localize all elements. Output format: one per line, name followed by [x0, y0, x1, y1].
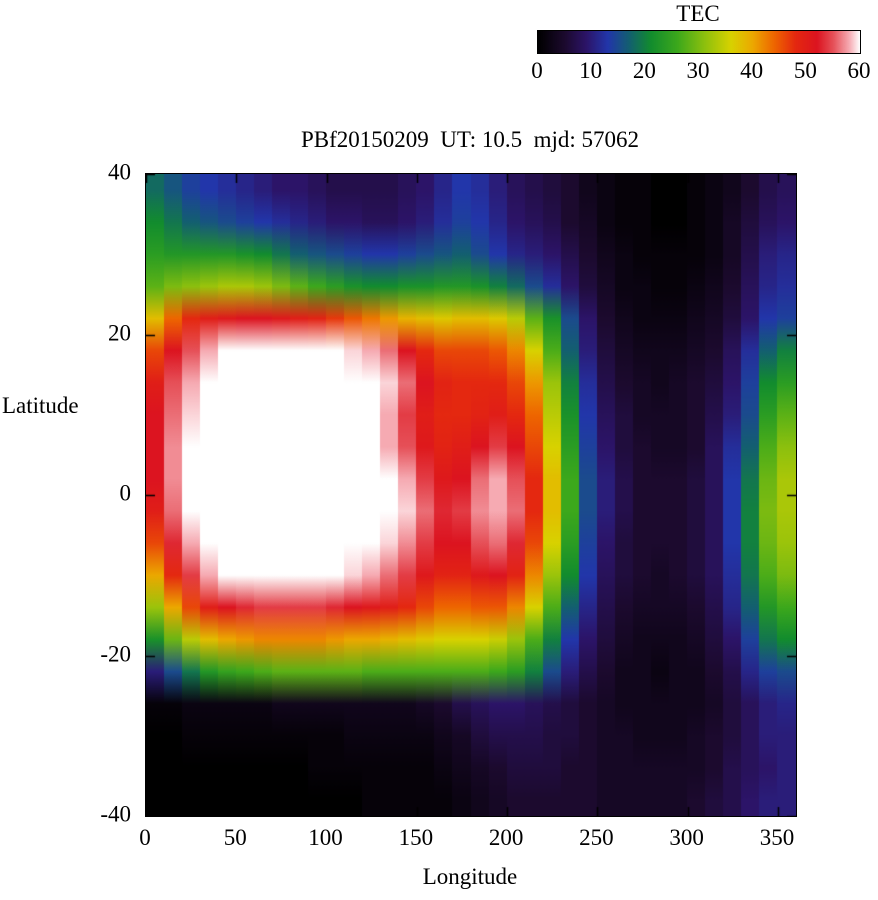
- x-tick-label: 200: [488, 825, 524, 850]
- x-tick-label: 150: [398, 825, 434, 850]
- colorbar-tick-label: 10: [579, 58, 603, 83]
- y-axis-label: Latitude: [2, 393, 79, 418]
- colorbar-tick-label: 40: [740, 58, 764, 83]
- x-axis-label: Longitude: [422, 864, 518, 889]
- x-tick-label: 100: [308, 825, 343, 850]
- y-tick-label: -20: [100, 640, 131, 666]
- y-tick-label: 40: [108, 159, 131, 185]
- x-tick-label: 0: [139, 825, 151, 850]
- x-tick-label: 50: [223, 825, 247, 850]
- y-tick-label: 0: [119, 480, 132, 506]
- y-tick-label: -40: [100, 801, 131, 827]
- colorbar-gradient: [537, 30, 861, 54]
- y-tick-label: 20: [108, 319, 131, 345]
- colorbar-tick-label: 30: [686, 58, 710, 83]
- colorbar-tick-label: 60: [847, 58, 871, 83]
- tec-heatmap-canvas: [145, 173, 797, 817]
- colorbar-tick-label: 20: [632, 58, 656, 83]
- x-tick-label: 350: [759, 825, 795, 850]
- x-tick-label: 250: [579, 825, 614, 850]
- x-tick-label: 300: [669, 825, 704, 850]
- colorbar-tick-label: 0: [531, 58, 543, 83]
- colorbar-title: TEC: [676, 1, 720, 26]
- plot-title: PBf20150209 UT: 10.5 mjd: 57062: [300, 127, 640, 152]
- colorbar-tick-label: 50: [793, 58, 817, 83]
